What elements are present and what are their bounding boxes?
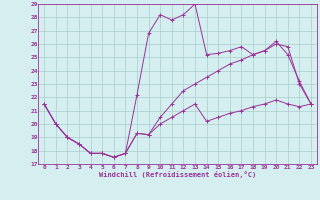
X-axis label: Windchill (Refroidissement éolien,°C): Windchill (Refroidissement éolien,°C) (99, 171, 256, 178)
